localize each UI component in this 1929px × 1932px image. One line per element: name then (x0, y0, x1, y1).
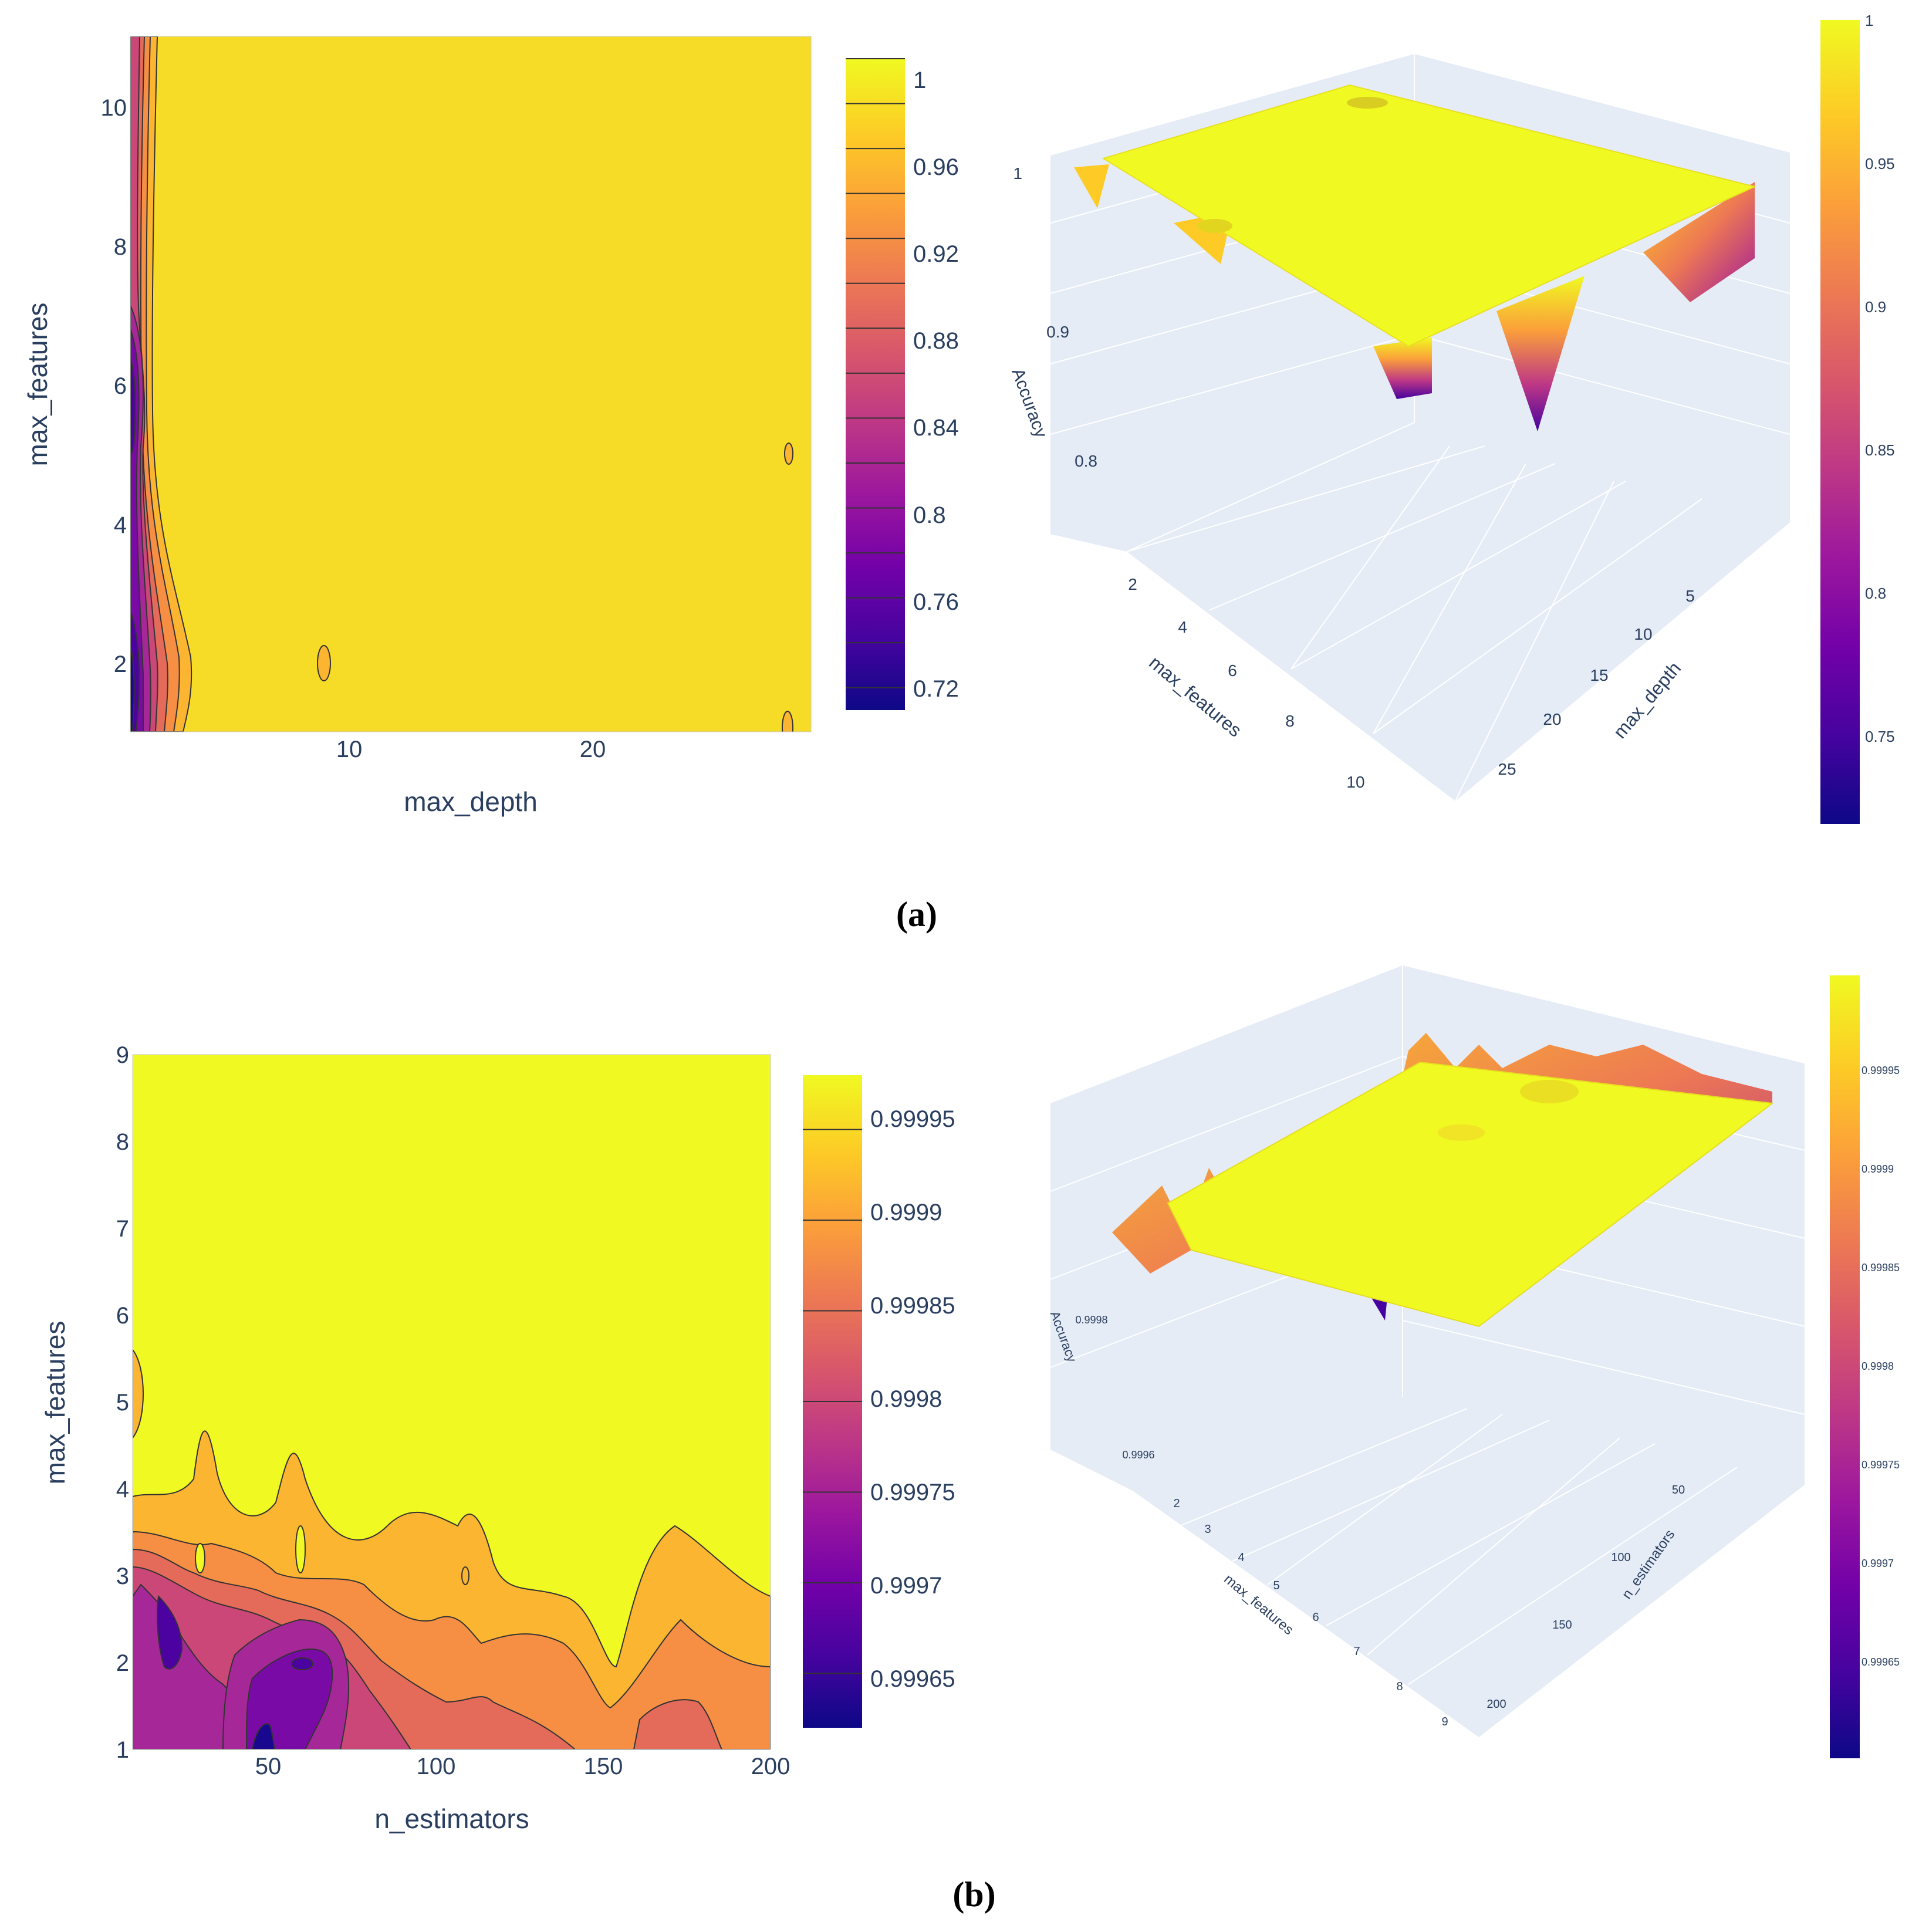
colorbar-b-surface: 0.99995 0.9999 0.99985 0.9998 0.99975 0.… (1830, 975, 1900, 1758)
colorbar-b3d-tick: 0.9997 (1862, 1558, 1894, 1569)
surface-a-ztick: 0.9 (1046, 323, 1069, 341)
surface-b-features-tick: 4 (1238, 1551, 1244, 1564)
surface-a-second-tick: 15 (1590, 666, 1608, 684)
contour-b-xlabel: n_estimators (374, 1803, 529, 1834)
contour-b-ytick: 3 (116, 1563, 129, 1589)
surface-b-ztick: 0.9996 (1122, 1449, 1154, 1461)
colorbar-a3d-tick: 0.95 (1865, 155, 1895, 173)
colorbar-a-contour: 1 0.96 0.92 0.88 0.84 0.8 0.76 0.72 (846, 58, 959, 710)
surface-b-features-tick: 6 (1312, 1611, 1319, 1624)
colorbar-a-tick: 0.92 (913, 241, 959, 267)
surface-a-features-tick: 8 (1285, 712, 1295, 730)
caption-a: (a) (896, 895, 937, 934)
contour-b-ytick: 9 (116, 1042, 129, 1068)
surface-b-second-tick: 200 (1487, 1698, 1506, 1711)
surface-b-second-tick: 100 (1611, 1551, 1630, 1564)
surface-b-features-tick: 3 (1204, 1523, 1211, 1536)
surface-a-zlabel: Accuracy (1008, 366, 1050, 440)
surface-a-second-label: max_depth (1609, 658, 1685, 742)
colorbar-a3d-tick: 0.9 (1865, 298, 1886, 316)
contour-a-ytick: 4 (114, 512, 127, 538)
contour-b-xtick: 50 (255, 1754, 282, 1779)
contour-a-ytick: 6 (114, 373, 127, 399)
surface-b-features-tick: 5 (1273, 1579, 1279, 1592)
contour-plot-b: 50 100 150 200 1 2 3 4 5 6 7 8 9 n_estim… (40, 1042, 790, 1834)
contour-plot-a: 10 20 2 4 6 8 10 max_depth max_features (22, 36, 812, 817)
colorbar-b3d-tick: 0.99975 (1862, 1459, 1900, 1471)
surface-a-features-tick: 6 (1228, 661, 1237, 680)
colorbar-b-tick: 0.9997 (870, 1573, 942, 1599)
colorbar-b3d-tick: 0.9999 (1862, 1163, 1894, 1175)
surface-plot-a: 1 0.9 0.8 Accuracy 2 4 6 8 10 max_featur… (1008, 54, 1791, 802)
colorbar-a-tick: 0.84 (913, 415, 959, 441)
colorbar-a-surface: 1 0.95 0.9 0.85 0.8 0.75 (1820, 12, 1895, 824)
surface-b-features-tick: 2 (1173, 1497, 1180, 1510)
contour-b-xtick: 100 (417, 1754, 456, 1779)
colorbar-a-tick: 0.88 (913, 328, 959, 354)
surface-b-second-tick: 150 (1552, 1619, 1572, 1632)
contour-a-ylabel: max_features (22, 303, 53, 467)
surface-a-ztick: 1 (1013, 164, 1022, 183)
contour-a-xlabel: max_depth (404, 786, 538, 817)
colorbar-a-tick: 0.76 (913, 589, 959, 615)
surface-a-features-tick: 4 (1178, 618, 1187, 636)
surface-b-second-tick: 50 (1672, 1484, 1685, 1497)
surface-b-ztick: 0.9998 (1075, 1314, 1107, 1326)
colorbar-b-tick: 0.99975 (870, 1480, 955, 1505)
surface-a-features-tick: 10 (1346, 773, 1364, 791)
colorbar-b3d-tick: 0.99965 (1862, 1656, 1900, 1668)
contour-b-ytick: 4 (116, 1477, 129, 1502)
colorbar-b-tick: 0.9998 (870, 1386, 942, 1412)
colorbar-a3d-tick: 0.8 (1865, 585, 1886, 602)
contour-b-ytick: 1 (116, 1737, 129, 1763)
colorbar-a-tick: 0.8 (913, 502, 946, 528)
colorbar-b3d-tick: 0.9998 (1862, 1360, 1894, 1372)
surface-a-features-tick: 2 (1128, 575, 1137, 593)
surface-a-second-tick: 20 (1543, 710, 1561, 728)
surface-plot-b: 0.9998 0.9996 Accuracy 2 3 4 5 6 7 8 9 m… (1048, 965, 1805, 1737)
contour-b-xtick: 150 (584, 1754, 623, 1779)
surface-a-ztick: 0.8 (1075, 452, 1097, 470)
colorbar-a3d-tick: 0.85 (1865, 441, 1895, 459)
contour-b-ytick: 7 (116, 1216, 129, 1242)
colorbar-b3d-tick: 0.99985 (1862, 1262, 1900, 1274)
surface-a-second-tick: 25 (1498, 760, 1516, 778)
contour-b-ytick: 8 (116, 1129, 129, 1155)
contour-a-xtick: 10 (336, 737, 363, 762)
surface-a-second-tick: 10 (1634, 625, 1652, 643)
contour-a-ytick: 8 (114, 234, 127, 260)
contour-b-xtick: 200 (751, 1754, 790, 1779)
contour-b-ytick: 5 (116, 1390, 129, 1416)
colorbar-b3d-tick: 0.99995 (1862, 1065, 1900, 1076)
caption-b: (b) (952, 1875, 995, 1914)
colorbar-b-contour: 0.99995 0.9999 0.99985 0.9998 0.99975 0.… (803, 1075, 955, 1728)
contour-a-ytick: 10 (101, 95, 127, 121)
contour-a-ytick: 2 (114, 651, 127, 677)
surface-b-features-tick: 8 (1396, 1680, 1403, 1693)
colorbar-a3d-tick: 1 (1865, 12, 1873, 29)
surface-a-second-tick: 5 (1685, 587, 1695, 605)
colorbar-a-tick: 0.72 (913, 676, 959, 702)
colorbar-b-tick: 0.99965 (870, 1666, 955, 1692)
contour-a-xtick: 20 (580, 737, 606, 762)
colorbar-b-tick: 0.99995 (870, 1106, 955, 1132)
contour-b-ytick: 6 (116, 1303, 129, 1329)
colorbar-a3d-tick: 0.75 (1865, 728, 1895, 745)
surface-b-features-tick: 7 (1353, 1645, 1360, 1658)
colorbar-b-tick: 0.99985 (870, 1293, 955, 1319)
surface-b-features-tick: 9 (1441, 1715, 1448, 1728)
colorbar-a-tick: 1 (913, 67, 926, 93)
contour-b-ytick: 2 (116, 1650, 129, 1676)
colorbar-a-tick: 0.96 (913, 154, 959, 180)
contour-b-ylabel: max_features (40, 1321, 70, 1485)
colorbar-b-tick: 0.9999 (870, 1200, 942, 1225)
